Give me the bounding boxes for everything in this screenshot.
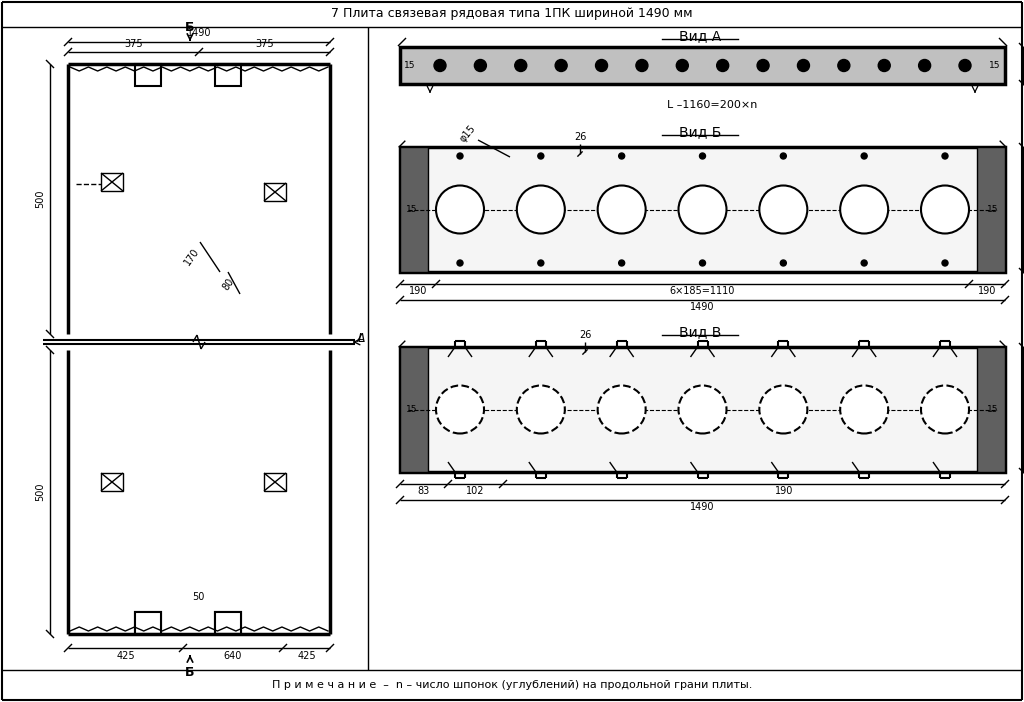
Text: 640: 640	[224, 651, 243, 661]
Circle shape	[679, 385, 726, 434]
Text: 83: 83	[418, 486, 430, 496]
Text: Б: Б	[185, 21, 195, 34]
Text: L –1160=200×n: L –1160=200×n	[668, 100, 758, 110]
Text: Б: Б	[185, 666, 195, 679]
Text: 102: 102	[466, 486, 484, 496]
Circle shape	[676, 60, 688, 72]
Text: 6×185=1110: 6×185=1110	[670, 286, 735, 296]
Text: 190: 190	[775, 486, 794, 496]
Bar	[400, 147, 1005, 272]
Circle shape	[699, 260, 706, 266]
Circle shape	[840, 185, 888, 234]
Circle shape	[959, 60, 971, 72]
Circle shape	[840, 385, 888, 434]
Text: 1490: 1490	[690, 302, 715, 312]
Circle shape	[436, 385, 484, 434]
Circle shape	[436, 185, 484, 234]
Circle shape	[517, 185, 565, 234]
Bar	[135, 64, 161, 86]
Bar	[215, 612, 241, 634]
Circle shape	[434, 60, 446, 72]
Circle shape	[457, 260, 463, 266]
Text: Вид Б: Вид Б	[679, 125, 721, 139]
Bar	[400, 347, 428, 472]
Text: 15: 15	[407, 205, 418, 214]
Bar	[135, 612, 161, 634]
Bar	[215, 612, 241, 634]
Bar	[400, 347, 1005, 472]
Circle shape	[838, 60, 850, 72]
Circle shape	[942, 260, 948, 266]
Text: 375: 375	[124, 39, 142, 49]
Bar	[264, 183, 286, 201]
Bar	[400, 47, 1005, 84]
Circle shape	[598, 185, 646, 234]
Text: 425: 425	[297, 651, 315, 661]
Circle shape	[555, 60, 567, 72]
Text: φ15: φ15	[458, 124, 478, 145]
Circle shape	[780, 260, 786, 266]
Bar	[101, 173, 123, 191]
Circle shape	[760, 385, 807, 434]
Text: Вид В: Вид В	[679, 325, 721, 339]
Text: 15: 15	[407, 405, 418, 414]
Circle shape	[618, 153, 625, 159]
Text: 15: 15	[404, 61, 416, 70]
Circle shape	[618, 260, 625, 266]
Text: 26: 26	[573, 132, 586, 142]
Text: 15: 15	[987, 405, 998, 414]
Text: 190: 190	[409, 286, 427, 296]
Circle shape	[598, 385, 646, 434]
Text: 15: 15	[989, 61, 1000, 70]
Circle shape	[457, 153, 463, 159]
Text: L: L	[358, 331, 365, 345]
Bar	[977, 147, 1005, 272]
Text: 26: 26	[579, 330, 591, 340]
Circle shape	[517, 385, 565, 434]
Bar	[101, 473, 123, 491]
Circle shape	[596, 60, 607, 72]
Text: 1490: 1490	[186, 28, 211, 38]
Text: 50: 50	[191, 592, 204, 602]
Text: 375: 375	[255, 39, 273, 49]
Circle shape	[538, 153, 544, 159]
Circle shape	[780, 153, 786, 159]
Circle shape	[861, 260, 867, 266]
Text: П р и м е ч а н и е  –  n – число шпонок (углублений) на продольной грани плиты.: П р и м е ч а н и е – n – число шпонок (…	[271, 680, 753, 690]
Circle shape	[760, 185, 807, 234]
Circle shape	[798, 60, 809, 72]
Bar	[264, 473, 286, 491]
Text: 7 Плита связевая рядовая типа 1ПК шириной 1490 мм: 7 Плита связевая рядовая типа 1ПК ширино…	[331, 8, 693, 20]
Text: 80: 80	[220, 276, 236, 292]
Text: 170: 170	[182, 246, 202, 267]
Circle shape	[757, 60, 769, 72]
Circle shape	[942, 153, 948, 159]
Circle shape	[717, 60, 729, 72]
Text: 500: 500	[35, 190, 45, 208]
Text: 425: 425	[116, 651, 135, 661]
Text: 500: 500	[35, 483, 45, 501]
Circle shape	[699, 153, 706, 159]
Circle shape	[879, 60, 890, 72]
Text: 190: 190	[978, 286, 996, 296]
Circle shape	[515, 60, 526, 72]
Circle shape	[921, 385, 969, 434]
Circle shape	[538, 260, 544, 266]
Bar	[977, 347, 1005, 472]
Circle shape	[921, 185, 969, 234]
Bar	[215, 64, 241, 86]
Circle shape	[919, 60, 931, 72]
Text: 15: 15	[987, 205, 998, 214]
Text: Вид А: Вид А	[679, 29, 721, 43]
Circle shape	[474, 60, 486, 72]
Circle shape	[679, 185, 726, 234]
Bar	[400, 147, 428, 272]
Text: A: A	[357, 331, 366, 345]
Circle shape	[861, 153, 867, 159]
Bar	[135, 612, 161, 634]
Text: 1490: 1490	[690, 502, 715, 512]
Circle shape	[636, 60, 648, 72]
